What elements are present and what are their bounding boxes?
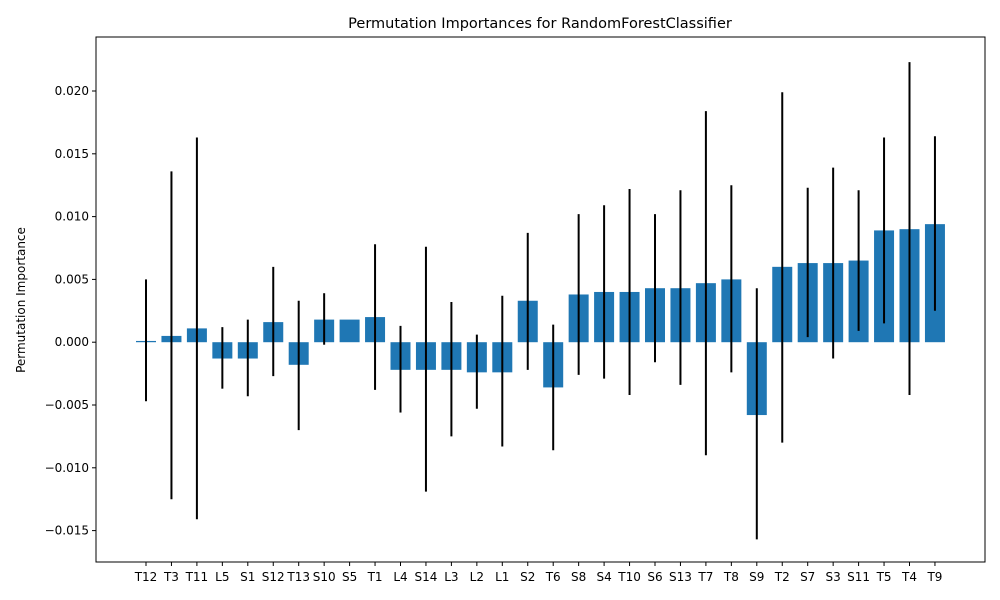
x-tick-label: S14 <box>415 570 438 584</box>
x-tick-label: T10 <box>617 570 641 584</box>
x-tick-label: T1 <box>367 570 383 584</box>
y-tick-label: 0.020 <box>55 84 89 98</box>
x-tick-label: S10 <box>313 570 336 584</box>
x-tick-label: S8 <box>571 570 586 584</box>
x-tick-label: T6 <box>545 570 561 584</box>
x-tick-label: S4 <box>596 570 611 584</box>
y-axis: −0.015 −0.010 −0.005 0.000 0.005 0.010 0.015 0.… <box>45 84 96 538</box>
y-tick-label: −0.005 <box>45 398 89 412</box>
plot-frame <box>95 36 986 563</box>
y-tick-label: 0.005 <box>55 272 89 286</box>
x-tick-label: S2 <box>520 570 535 584</box>
y-tick-label: 0.015 <box>55 147 89 161</box>
x-tick-label: T11 <box>185 570 209 584</box>
x-axis: T12 T3 T11 L5 S1 S12 T13 S10 S5 T1 L4 S14 L3 L2 L1 S2 T6… <box>134 562 942 584</box>
error-bars-layer <box>145 62 936 540</box>
x-tick-label: S5 <box>342 570 357 584</box>
x-tick-label: S7 <box>800 570 815 584</box>
y-tick-label: 0.010 <box>55 210 89 224</box>
x-tick-label: T5 <box>876 570 892 584</box>
x-tick-label: L1 <box>495 570 509 584</box>
x-tick-label: T8 <box>723 570 739 584</box>
x-tick-label: L5 <box>215 570 229 584</box>
x-tick-label: S1 <box>240 570 255 584</box>
bar-s5 <box>339 319 360 343</box>
y-tick-label: −0.015 <box>45 524 89 538</box>
x-tick-label: T4 <box>901 570 917 584</box>
chart-title: Permutation Importances for RandomForest… <box>348 16 732 32</box>
y-axis-label: Permutation Importance <box>14 227 28 373</box>
bars-layer <box>136 224 945 416</box>
x-tick-label: S3 <box>826 570 841 584</box>
x-tick-label: T7 <box>697 570 713 584</box>
x-tick-label: S9 <box>749 570 764 584</box>
x-tick-label: S13 <box>669 570 692 584</box>
x-tick-label: T3 <box>163 570 179 584</box>
x-tick-label: L3 <box>444 570 458 584</box>
x-tick-label: S6 <box>647 570 662 584</box>
x-tick-label: S12 <box>262 570 285 584</box>
y-tick-label: 0.000 <box>55 335 89 349</box>
x-tick-label: S11 <box>847 570 870 584</box>
x-tick-label: T13 <box>286 570 310 584</box>
x-tick-label: L4 <box>393 570 407 584</box>
y-tick-label: −0.010 <box>45 461 89 475</box>
x-tick-label: T2 <box>774 570 790 584</box>
x-tick-label: T9 <box>926 570 942 584</box>
x-tick-label: T12 <box>134 570 158 584</box>
x-tick-label: L2 <box>470 570 484 584</box>
